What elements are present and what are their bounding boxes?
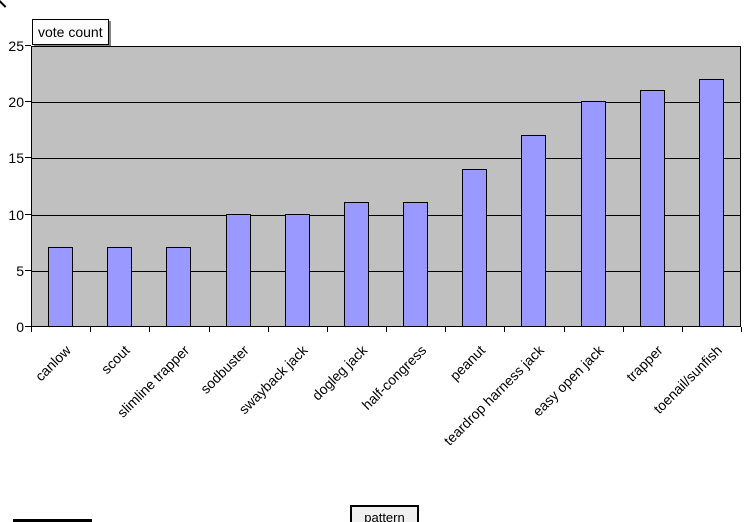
bar-easy-open-jack <box>581 101 606 326</box>
x-category-label-trapper: trapper <box>622 342 666 385</box>
x-axis-title-label: pattern <box>364 510 405 522</box>
x-tick-mark <box>741 327 742 332</box>
bar-canlow <box>48 247 73 326</box>
bar-sodbuster <box>226 214 251 326</box>
x-tick-mark <box>564 327 565 332</box>
bar-trapper <box>640 90 665 326</box>
x-category-label-canlow: canlow <box>31 342 74 385</box>
x-tick-mark <box>386 327 387 332</box>
x-tick-mark <box>327 327 328 332</box>
x-category-label-sodbuster: sodbuster <box>196 342 252 397</box>
x-tick-mark <box>504 327 505 332</box>
plot-area <box>31 46 741 327</box>
y-tick-label-0: 0 <box>16 319 24 335</box>
y-tick-mark <box>25 45 31 46</box>
x-tick-mark <box>445 327 446 332</box>
y-tick-mark <box>25 213 31 215</box>
x-tick-mark <box>149 327 150 332</box>
x-tick-mark <box>268 327 269 332</box>
y-tick-label-10: 10 <box>8 206 24 223</box>
legend-box: vote count <box>32 19 109 45</box>
y-tick-label-20: 20 <box>8 94 24 111</box>
x-category-label-scout: scout <box>98 342 134 377</box>
x-tick-mark <box>209 327 210 332</box>
y-tick-label-25: 25 <box>8 38 24 54</box>
x-category-label-teardrop-harness-jack: teardrop harness jack <box>440 342 548 449</box>
bar-peanut <box>462 169 487 326</box>
bar-teardrop-harness-jack <box>521 135 546 326</box>
x-tick-mark <box>31 327 32 332</box>
y-tick-mark <box>25 269 31 271</box>
y-tick-mark <box>25 157 31 159</box>
corner-mark <box>0 0 7 8</box>
cutoff-box-top-border <box>13 519 92 522</box>
gridline-5 <box>32 270 740 272</box>
gridline-10 <box>32 214 740 216</box>
bar-toenail-sunfish <box>699 79 724 326</box>
x-category-label-peanut: peanut <box>446 342 489 384</box>
bar-swayback-jack <box>285 214 310 326</box>
y-tick-mark <box>25 101 31 103</box>
y-tick-label-5: 5 <box>16 262 24 279</box>
x-category-label-dogleg-jack: dogleg jack <box>308 342 370 404</box>
gridline-20 <box>32 102 740 104</box>
legend-label: vote count <box>38 24 103 40</box>
bar-half-congress <box>403 202 428 326</box>
x-axis-title-box: pattern <box>350 505 419 522</box>
x-tick-mark <box>90 327 91 332</box>
x-tick-mark <box>682 327 683 332</box>
bar-dogleg-jack <box>344 202 369 326</box>
x-tick-mark <box>623 327 624 332</box>
gridline-15 <box>32 158 740 160</box>
y-tick-mark <box>25 326 31 327</box>
bar-scout <box>107 247 132 326</box>
bar-slimline-trapper <box>166 247 191 326</box>
y-tick-label-15: 15 <box>8 150 24 167</box>
